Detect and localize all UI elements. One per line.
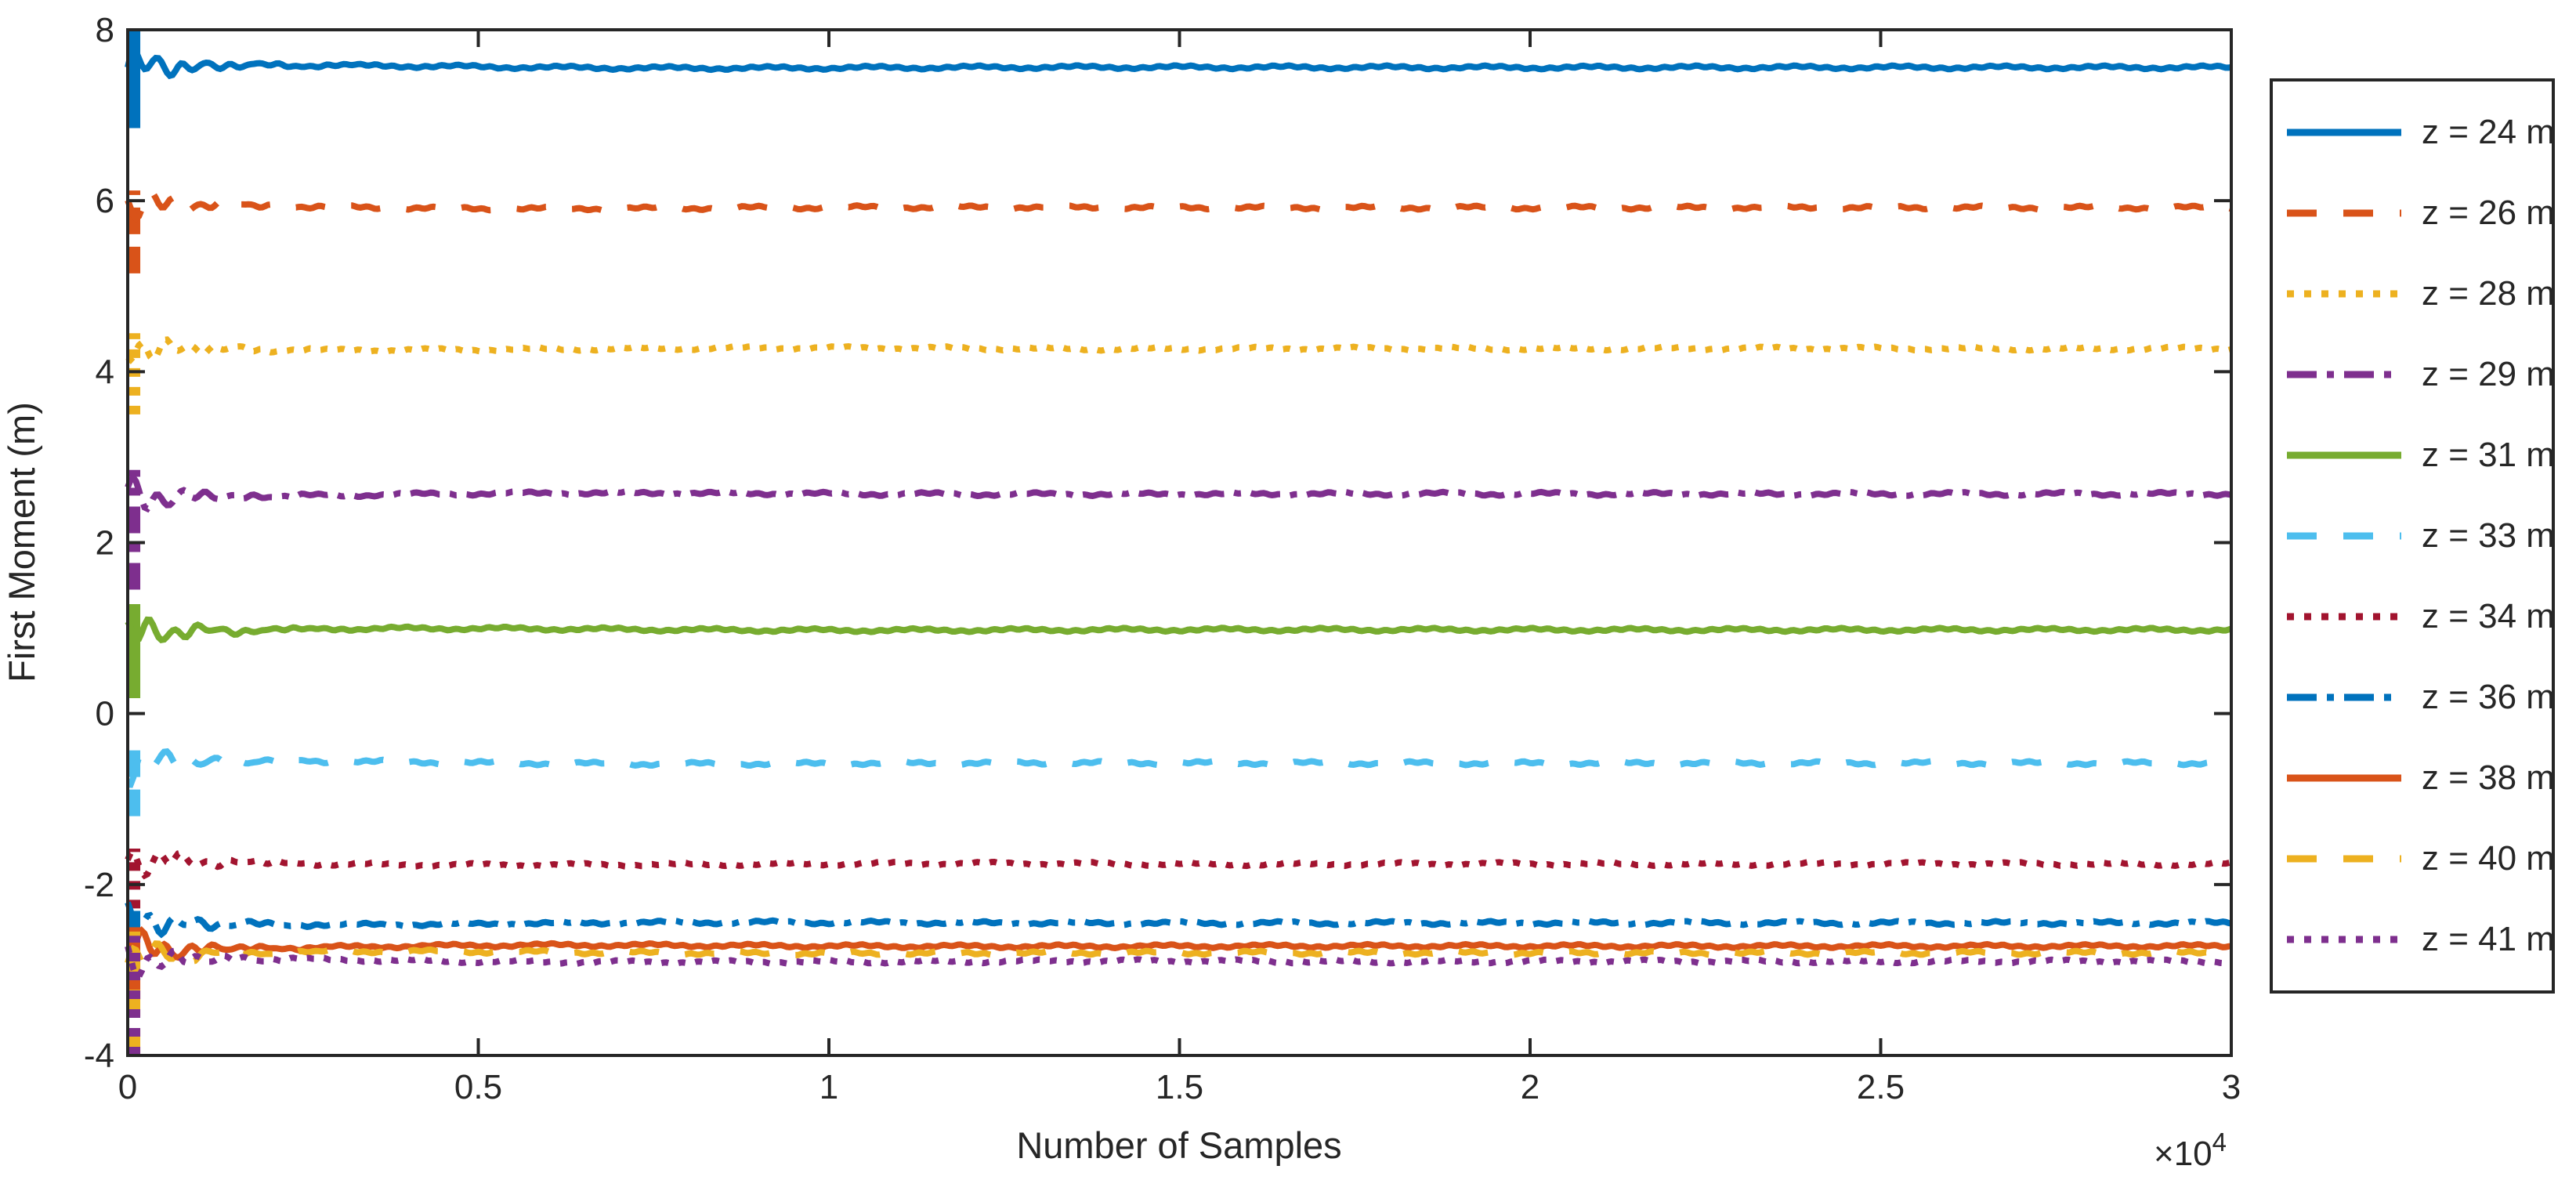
legend-item: z = 24 m bbox=[2273, 113, 2555, 152]
legend-line-sample bbox=[2287, 451, 2401, 459]
legend-item: z = 26 m bbox=[2273, 194, 2555, 233]
series-line bbox=[125, 926, 2232, 963]
series-group bbox=[125, 30, 2232, 129]
series-line bbox=[127, 748, 2232, 788]
legend-item: z = 33 m bbox=[2273, 516, 2555, 556]
legend-item: z = 34 m bbox=[2273, 596, 2555, 636]
multiplier-base: ×10 bbox=[2154, 1135, 2212, 1173]
legend-item: z = 28 m bbox=[2273, 274, 2555, 313]
legend-item-label: z = 40 m bbox=[2422, 838, 2555, 878]
y-tick-label: 2 bbox=[96, 524, 114, 563]
legend-item: z = 31 m bbox=[2273, 436, 2555, 475]
x-tick-label: 1.5 bbox=[1156, 1068, 1203, 1106]
series-line bbox=[125, 616, 2233, 643]
x-axis-multiplier: ×104 bbox=[2154, 1128, 2227, 1173]
y-tick-label: 8 bbox=[96, 11, 114, 49]
series-line bbox=[125, 945, 2232, 980]
y-tick-label: -4 bbox=[84, 1037, 114, 1075]
series-group bbox=[127, 748, 2232, 816]
legend-item: z = 40 m bbox=[2273, 838, 2555, 878]
series-group bbox=[125, 469, 2232, 590]
legend-item-label: z = 26 m bbox=[2422, 194, 2555, 233]
legend-item-label: z = 36 m bbox=[2422, 677, 2555, 716]
legend-item-label: z = 33 m bbox=[2422, 516, 2555, 555]
x-tick-label: 1 bbox=[819, 1068, 838, 1106]
series-line bbox=[125, 187, 2233, 223]
legend-item-label: z = 29 m bbox=[2422, 355, 2555, 394]
series-line bbox=[125, 336, 2233, 364]
series-group bbox=[125, 187, 2233, 273]
legend-item-label: z = 34 m bbox=[2422, 596, 2555, 635]
series-group bbox=[125, 936, 2232, 1055]
legend-line-sample bbox=[2287, 532, 2401, 540]
legend-item: z = 29 m bbox=[2273, 355, 2555, 394]
legend-item-label: z = 41 m bbox=[2422, 919, 2555, 958]
legend-line-sample bbox=[2287, 693, 2401, 701]
y-axis-label: First Moment (m) bbox=[1, 402, 42, 682]
legend: z = 24 m z = 26 m z = 28 m z = 29 m z = 31 m… bbox=[2270, 78, 2555, 994]
legend-line-sample bbox=[2287, 129, 2401, 136]
tick-label-layer: 0 0.5 1 1.5 2 2.5 3 8 6 4 2 0 -2 -4 bbox=[84, 11, 2241, 1106]
x-tick-label: 2 bbox=[1521, 1068, 1539, 1106]
legend-line-sample bbox=[2287, 855, 2401, 863]
series-group bbox=[125, 901, 2232, 939]
x-tick-label: 0 bbox=[118, 1068, 137, 1106]
x-tick-label: 0.5 bbox=[454, 1068, 502, 1106]
series-line bbox=[125, 901, 2232, 939]
y-tick-label: 4 bbox=[96, 353, 114, 391]
series-layer bbox=[125, 30, 2233, 1055]
x-tick-label: 3 bbox=[2222, 1068, 2241, 1106]
legend-line-sample bbox=[2287, 371, 2401, 378]
y-tick-label: 6 bbox=[96, 182, 114, 220]
legend-line-sample bbox=[2287, 613, 2401, 621]
series-group bbox=[125, 849, 2232, 909]
legend-line-sample bbox=[2287, 936, 2401, 943]
multiplier-exponent: 4 bbox=[2212, 1128, 2227, 1157]
legend-item: z = 38 m bbox=[2273, 758, 2555, 798]
legend-item-label: z = 28 m bbox=[2422, 274, 2555, 313]
legend-item: z = 41 m bbox=[2273, 919, 2555, 959]
y-tick-label: 0 bbox=[96, 695, 114, 733]
plot-border bbox=[126, 28, 2233, 1057]
y-tick-label: -2 bbox=[84, 866, 114, 904]
x-axis-label: Number of Samples bbox=[1016, 1124, 1341, 1166]
series-line bbox=[125, 849, 2232, 880]
legend-line-sample bbox=[2287, 209, 2401, 217]
series-line bbox=[125, 45, 2232, 80]
legend-item-label: z = 38 m bbox=[2422, 758, 2555, 797]
legend-item-label: z = 24 m bbox=[2422, 113, 2555, 152]
series-group bbox=[125, 333, 2233, 414]
series-line bbox=[125, 472, 2232, 513]
legend-item-label: z = 31 m bbox=[2422, 436, 2555, 475]
series-group bbox=[125, 604, 2233, 699]
x-tick-label: 2.5 bbox=[1857, 1068, 1905, 1106]
legend-item: z = 36 m bbox=[2273, 677, 2555, 717]
series-line bbox=[125, 940, 2232, 970]
legend-line-sample bbox=[2287, 774, 2401, 782]
legend-line-sample bbox=[2287, 290, 2401, 298]
axes-layer bbox=[126, 28, 2233, 1057]
